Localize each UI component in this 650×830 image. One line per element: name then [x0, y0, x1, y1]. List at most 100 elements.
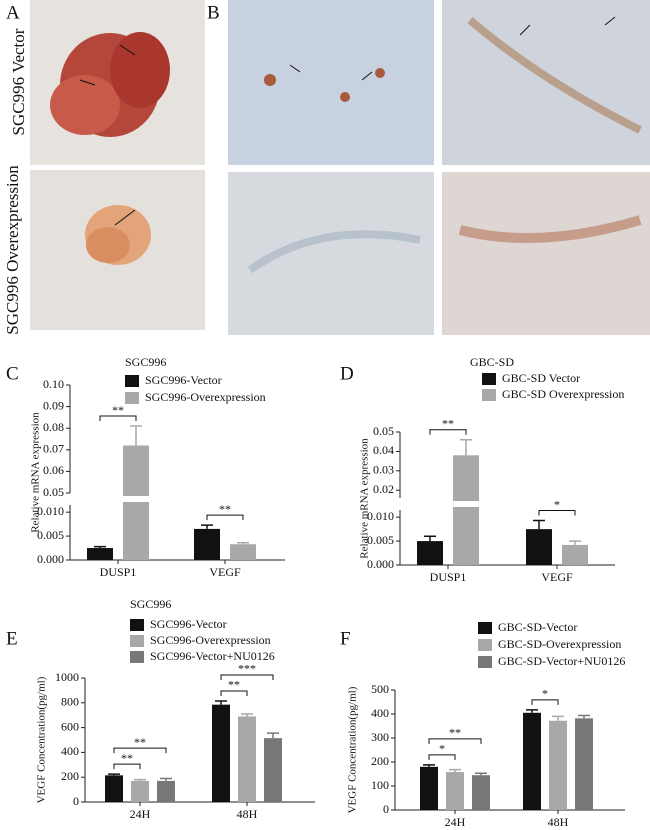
- significance-bracket: [206, 514, 244, 521]
- panel-a-photos: [30, 0, 205, 330]
- panel-label: D: [340, 363, 354, 384]
- legend-label: GBC-SD-Overexpression: [498, 637, 621, 651]
- error-bar: [160, 777, 172, 781]
- legend-label: GBC-SD Overexpression: [502, 387, 624, 401]
- error-bar: [108, 773, 120, 776]
- error-bar: [578, 714, 590, 719]
- y-tick-label: 0.000: [367, 557, 394, 571]
- bar: [420, 766, 438, 810]
- legend-label: SGC996-Vector: [145, 373, 222, 387]
- x-tick-label: VEGF: [209, 565, 241, 579]
- significance-label: **: [112, 403, 124, 417]
- bar: [212, 704, 230, 802]
- bar: [264, 738, 282, 802]
- bar: [523, 712, 541, 810]
- significance-label: **: [449, 726, 461, 740]
- significance-bracket: [429, 429, 467, 435]
- legend-label: SGC996-Vector+NU0126: [150, 649, 275, 663]
- legend-swatch: [125, 375, 139, 387]
- error-bar: [241, 713, 253, 717]
- x-tick-label: 24H: [445, 815, 466, 829]
- chart-title: GBC-SD: [470, 355, 514, 369]
- bar: [123, 445, 149, 560]
- error-bar: [533, 519, 545, 530]
- panel-label: E: [6, 628, 18, 649]
- legend-swatch: [478, 622, 492, 634]
- y-axis-label: VEGF Concentration(pg/ml): [347, 686, 359, 813]
- x-tick-label: VEGF: [541, 570, 573, 584]
- error-bar: [552, 715, 564, 721]
- x-tick-label: DUSP1: [430, 570, 467, 584]
- y-tick-label: 0.02: [373, 482, 394, 496]
- chart-title: SGC996: [125, 355, 166, 369]
- y-axis-label: VEGF Concentration(pg/ml): [36, 676, 48, 803]
- chart-title: SGC996: [130, 597, 171, 611]
- axis-break: [401, 501, 616, 507]
- significance-label: *: [542, 687, 548, 701]
- error-bar: [134, 778, 146, 781]
- y-tick-label: 0.04: [373, 443, 394, 457]
- legend-swatch: [478, 656, 492, 668]
- legend-label: GBC-SD-Vector+NU0126: [498, 654, 625, 668]
- significance-label: ***: [238, 662, 256, 676]
- bar: [238, 716, 256, 802]
- bar: [131, 780, 149, 802]
- bar: [230, 544, 256, 560]
- significance-bracket: [531, 699, 559, 705]
- panel-label: F: [340, 628, 351, 649]
- y-tick-label: 100: [371, 778, 389, 792]
- bar: [87, 548, 113, 560]
- error-bar: [201, 524, 213, 529]
- error-bar: [424, 535, 436, 542]
- legend-swatch: [130, 619, 144, 631]
- error-bar: [215, 700, 227, 705]
- y-tick-label: 0.05: [43, 485, 64, 499]
- bar: [562, 544, 588, 565]
- y-tick-label: 1000: [55, 670, 79, 684]
- error-bar: [237, 542, 249, 545]
- significance-label: **: [442, 417, 454, 431]
- x-tick-label: 48H: [237, 807, 258, 821]
- significance-bracket: [220, 690, 248, 696]
- error-bar: [267, 732, 279, 739]
- y-tick-label: 0.000: [37, 552, 64, 566]
- bar: [417, 541, 443, 565]
- row-label: SGC996 Vector: [9, 28, 28, 135]
- bar: [194, 528, 220, 560]
- panel-label: B: [207, 2, 220, 23]
- y-tick-label: 0.06: [43, 463, 64, 477]
- error-bar: [569, 540, 581, 545]
- bar: [446, 772, 464, 810]
- y-tick-label: 800: [61, 695, 79, 709]
- bar: [105, 775, 123, 802]
- y-tick-label: 0.010: [367, 509, 394, 523]
- legend-swatch: [482, 373, 496, 385]
- legend-label: GBC-SD-Vector: [498, 620, 577, 634]
- y-axis-label: Relative mRNA expression: [359, 438, 371, 559]
- significance-bracket: [113, 763, 141, 770]
- error-bar: [526, 709, 538, 713]
- y-axis-label: Relative mRNA expression: [30, 412, 42, 533]
- legend-swatch: [130, 635, 144, 647]
- y-tick-label: 0: [383, 802, 389, 816]
- legend-label: SGC996-Overexpression: [145, 390, 266, 404]
- axis-break: [71, 496, 286, 502]
- error-bar: [460, 439, 472, 456]
- panel-b-histology: [228, 0, 650, 335]
- y-tick-label: 0.03: [373, 463, 394, 477]
- bar: [157, 780, 175, 802]
- significance-label: *: [439, 742, 445, 756]
- y-tick-label: 200: [371, 754, 389, 768]
- error-bar: [130, 425, 142, 446]
- significance-bracket: [99, 415, 137, 422]
- error-bar: [423, 764, 435, 767]
- x-tick-label: 48H: [548, 815, 569, 829]
- y-tick-label: 500: [371, 682, 389, 696]
- significance-label: **: [121, 751, 133, 765]
- legend-swatch: [130, 651, 144, 663]
- significance-bracket: [113, 747, 167, 754]
- y-tick-label: 0.005: [367, 533, 394, 547]
- y-tick-label: 400: [371, 706, 389, 720]
- legend-swatch: [478, 639, 492, 651]
- y-tick-label: 0.05: [373, 424, 394, 438]
